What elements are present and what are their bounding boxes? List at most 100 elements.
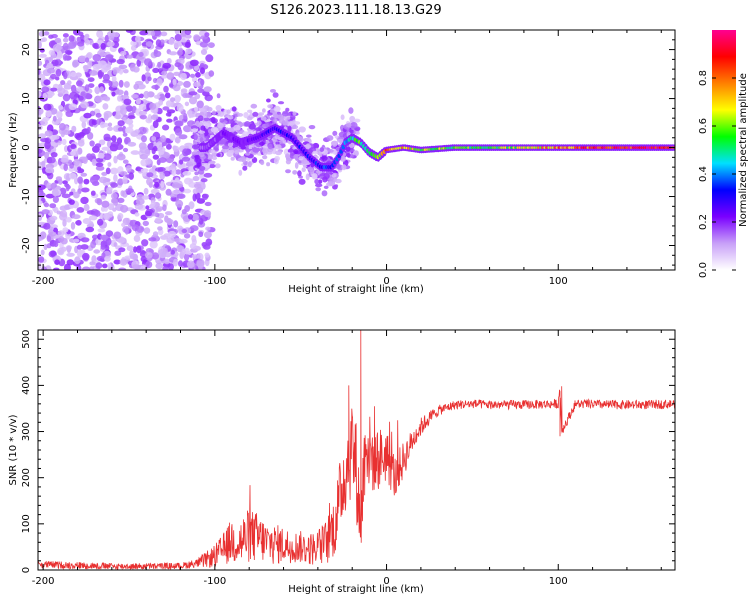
spectrogram-noise-blob — [127, 141, 137, 147]
spectrogram-noise-blob — [203, 231, 212, 239]
spectrogram-noise-blob — [144, 58, 152, 66]
spectrogram-noise-blob — [175, 169, 182, 175]
spectrogram-noise-blob — [42, 92, 47, 100]
spectrogram-noise-blob — [41, 160, 46, 168]
spectrogram-noise-blob — [96, 198, 103, 206]
spectrogram-noise-blob — [80, 172, 88, 177]
spectrogram-noise-blob — [139, 93, 144, 99]
spectrogram-noise-blob — [76, 80, 83, 87]
spectrogram-noise-blob — [84, 84, 90, 92]
spectrogram-noise-blob — [185, 48, 192, 55]
spectrogram-noise-blob — [151, 84, 160, 90]
spectrogram-noise-blob — [54, 37, 62, 44]
spectrogram-noise-blob — [87, 77, 95, 82]
spectrogram-noise-blob — [68, 41, 77, 49]
spectrogram-noise-blob — [91, 158, 97, 166]
spectrogram-noise-blob — [166, 218, 174, 225]
spectrogram-noise-blob — [138, 126, 147, 135]
spectrogram-scatter-blob — [321, 190, 328, 197]
snr-panel: -200 -100 0 100 0 100 200 300 400 500 Height of s… — [8, 329, 676, 595]
spectrogram-noise-blob — [124, 255, 132, 260]
spectrogram-scatter-blob — [332, 130, 338, 136]
spectrogram-noise-blob — [41, 86, 50, 93]
spectrogram-scatter-blob — [210, 149, 216, 154]
spectrogram-scatter-blob — [298, 126, 306, 133]
spectrogram-scatter-blob — [311, 173, 318, 180]
spectrogram-noise-blob — [205, 226, 211, 231]
spectrogram-noise-blob — [45, 193, 55, 199]
spectrogram-noise-blob — [161, 70, 168, 76]
spectrogram-noise-blob — [204, 252, 210, 258]
spectrogram-noise-blob — [45, 110, 52, 118]
spectrogram-noise-blob — [52, 196, 60, 204]
spectrogram-noise-blob — [123, 81, 130, 88]
spectrogram-noise-blob — [46, 62, 53, 69]
spectrogram-noise-blob — [181, 248, 186, 255]
spectrogram-noise-blob — [113, 231, 122, 239]
spectrogram-scatter-blob — [293, 154, 300, 160]
spectrogram-scatter-blob — [231, 106, 237, 112]
spectrogram-scatter-blob — [227, 142, 233, 147]
spectrogram-x-tick-label: -100 — [203, 276, 226, 287]
spectrogram-scatter-blob — [285, 159, 291, 165]
spectrogram-scatter-blob — [354, 131, 361, 135]
spectrogram-noise-blob — [102, 103, 109, 110]
spectrogram-scatter-blob — [198, 151, 205, 158]
spectrogram-noise-blob — [205, 54, 214, 63]
spectrogram-noise-blob — [40, 249, 45, 256]
spectrogram-noise-blob — [175, 199, 184, 208]
spectrogram-noise-blob — [58, 105, 64, 110]
spectrogram-noise-blob — [80, 196, 89, 205]
spectrogram-scatter-blob — [215, 105, 222, 111]
spectrogram-noise-blob — [43, 79, 51, 86]
spectrogram-noise-blob — [80, 91, 86, 96]
spectrogram-scatter-blob — [229, 115, 234, 120]
spectrogram-noise-blob — [99, 121, 106, 129]
spectrogram-noise-blob — [98, 139, 106, 146]
spectrogram-scatter-blob — [211, 156, 218, 160]
spectrogram-noise-blob — [204, 201, 212, 207]
spectrogram-noise-blob — [47, 156, 56, 164]
spectrogram-marks — [38, 30, 675, 270]
spectrogram-noise-blob — [198, 231, 204, 238]
spectrogram-noise-blob — [144, 210, 153, 217]
spectrogram-noise-blob — [62, 219, 67, 227]
spectrogram-scatter-blob — [208, 160, 216, 165]
spectrogram-noise-blob — [96, 30, 104, 38]
spectrogram-noise-blob — [183, 113, 188, 120]
spectrogram-noise-blob — [63, 145, 69, 153]
spectrogram-scatter-blob — [228, 149, 235, 153]
spectrogram-noise-blob — [107, 122, 113, 127]
spectrogram-noise-blob — [192, 193, 197, 202]
spectrogram-noise-blob — [46, 67, 55, 74]
spectrogram-noise-blob — [193, 183, 202, 189]
spectrogram-noise-blob — [41, 209, 50, 215]
spectrogram-noise-blob — [170, 196, 177, 202]
spectrogram-noise-blob — [76, 86, 84, 92]
spectrogram-noise-blob — [93, 249, 101, 254]
spectrogram-noise-blob — [55, 176, 63, 182]
spectrogram-scatter-blob — [252, 111, 259, 117]
spectrogram-noise-blob — [166, 236, 175, 244]
spectrogram-noise-blob — [164, 92, 171, 99]
spectrogram-noise-blob — [188, 110, 193, 119]
spectrogram-noise-blob — [153, 94, 161, 99]
spectrogram-noise-blob — [116, 89, 124, 96]
spectrogram-noise-blob — [105, 54, 114, 61]
spectrogram-noise-blob — [163, 258, 170, 265]
spectrogram-noise-blob — [132, 264, 141, 270]
spectrogram-noise-blob — [180, 72, 187, 81]
spectrogram-frame — [37, 29, 676, 271]
spectrogram-scatter-blob — [298, 156, 304, 161]
spectrogram-scatter-blob — [275, 141, 280, 145]
spectrogram-scatter-blob — [282, 139, 287, 143]
spectrogram-scatter-blob — [199, 111, 205, 116]
colorbar-ticks: 0.0 0.2 0.4 0.6 0.8 — [698, 70, 736, 278]
spectrogram-scatter-blob — [270, 89, 276, 93]
spectrogram-noise-blob — [108, 80, 113, 87]
spectrogram-noise-blob — [38, 184, 46, 190]
spectrogram-noise-blob — [92, 234, 99, 240]
spectrogram-scatter-blob — [319, 147, 325, 153]
